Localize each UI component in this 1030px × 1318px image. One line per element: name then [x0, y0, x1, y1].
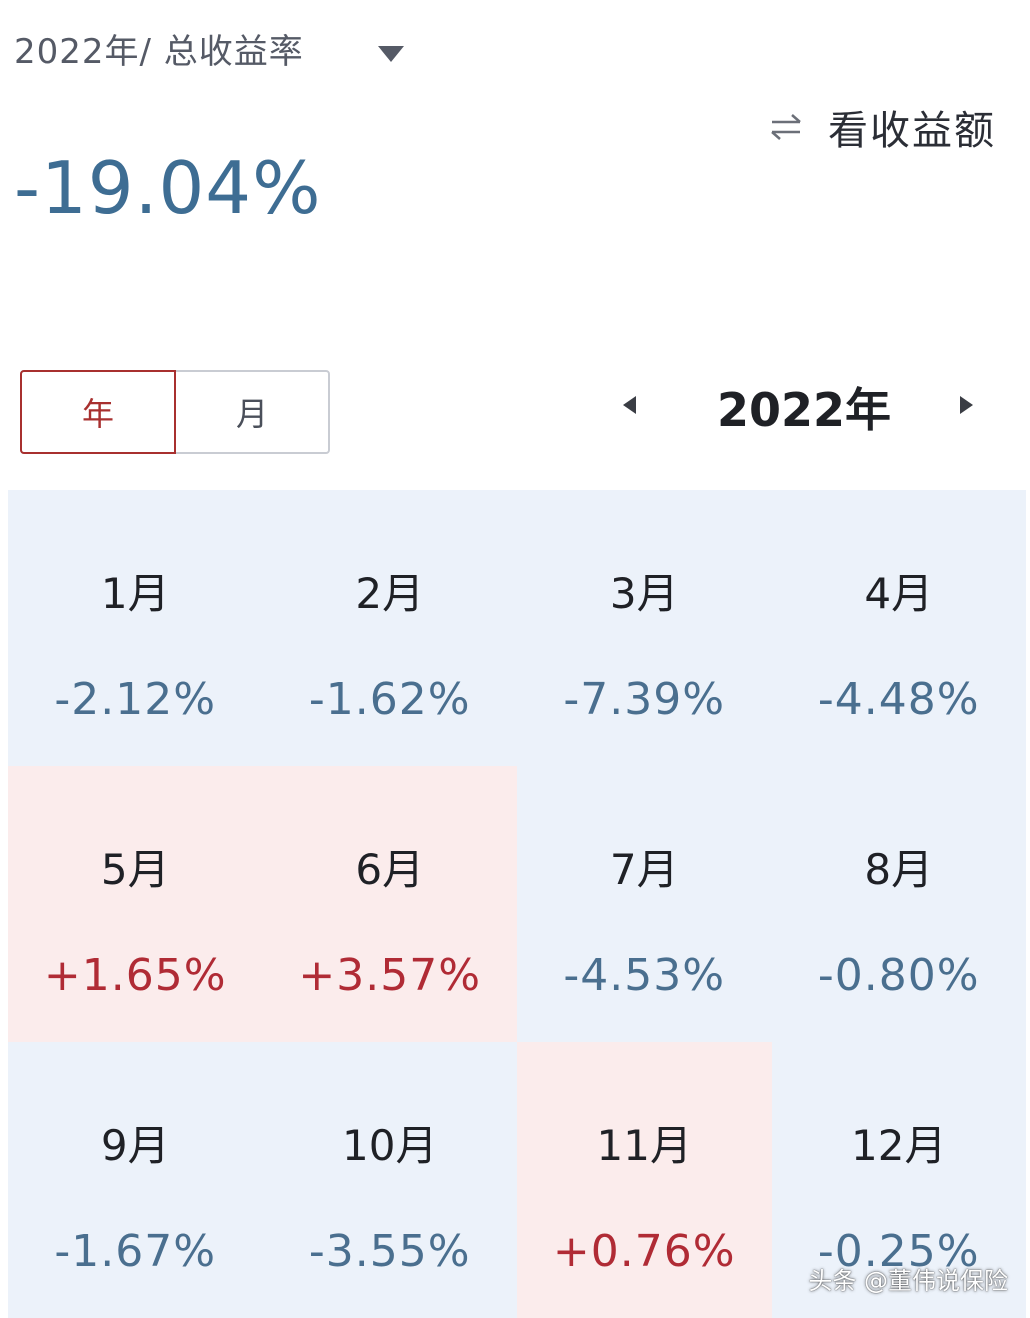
- month-label: 7月: [609, 845, 679, 894]
- swap-arrows-icon: [771, 114, 801, 140]
- month-return-value: -1.62%: [308, 674, 471, 725]
- month-return-value: -3.55%: [308, 1226, 471, 1277]
- month-return-value: -0.80%: [817, 950, 980, 1001]
- month-return-value: -4.48%: [817, 674, 980, 725]
- month-label: 3月: [609, 569, 679, 618]
- month-label: 1月: [100, 569, 170, 618]
- total-return-value: -19.04%: [14, 146, 322, 230]
- caret-down-icon[interactable]: [378, 46, 404, 62]
- month-return-value: +0.76%: [552, 1226, 736, 1277]
- month-cell[interactable]: 2月 -1.62%: [262, 490, 517, 766]
- year-label: 2022年: [716, 383, 892, 437]
- month-label: 11月: [596, 1121, 692, 1170]
- month-cell[interactable]: 8月 -0.80%: [771, 766, 1026, 1042]
- monthly-returns-grid: 1月 -2.12% 2月 -1.62% 3月 -7.39% 4月 -4.48% 5月 +1.65%…: [8, 490, 1026, 1318]
- month-label: 10月: [342, 1121, 438, 1170]
- metric-selector[interactable]: 2022年/ 总收益率: [14, 24, 304, 73]
- page-title: 2022年/ 总收益率: [14, 32, 304, 72]
- toggle-amount-label: 看收益额: [828, 108, 996, 154]
- month-cell[interactable]: 3月 -7.39%: [517, 490, 772, 766]
- month-cell[interactable]: 11月 +0.76%: [517, 1042, 772, 1318]
- month-return-value: +1.65%: [43, 950, 227, 1001]
- month-label: 4月: [864, 569, 934, 618]
- tab-month[interactable]: 月: [235, 395, 268, 433]
- month-label: 12月: [851, 1121, 947, 1170]
- tab-year[interactable]: 年: [20, 370, 176, 454]
- month-return-value: -2.12%: [54, 674, 217, 725]
- period-segment-control: 年 月: [20, 370, 330, 454]
- toggle-amount-button[interactable]: 看收益额: [768, 98, 996, 156]
- month-cell[interactable]: 1月 -2.12%: [8, 490, 263, 766]
- month-label: 8月: [864, 845, 934, 894]
- month-cell[interactable]: 12月 -0.25%: [771, 1042, 1026, 1318]
- month-cell[interactable]: 9月 -1.67%: [8, 1042, 263, 1318]
- triangle-right-icon[interactable]: [960, 396, 973, 414]
- triangle-left-icon[interactable]: [623, 396, 636, 414]
- month-label: 2月: [355, 569, 425, 618]
- month-cell[interactable]: 10月 -3.55%: [262, 1042, 517, 1318]
- month-cell[interactable]: 7月 -4.53%: [517, 766, 772, 1042]
- month-label: 9月: [100, 1121, 170, 1170]
- month-cell[interactable]: 4月 -4.48%: [771, 490, 1026, 766]
- month-cell[interactable]: 5月 +1.65%: [8, 766, 263, 1042]
- month-return-value: +3.57%: [298, 950, 482, 1001]
- watermark: 头条 @董伟说保险: [808, 1267, 1008, 1295]
- month-label: 6月: [355, 845, 425, 894]
- month-return-value: -4.53%: [563, 950, 726, 1001]
- month-return-value: -0.25%: [817, 1226, 980, 1277]
- month-cell[interactable]: 6月 +3.57%: [262, 766, 517, 1042]
- month-return-value: -7.39%: [563, 674, 726, 725]
- month-label: 5月: [100, 845, 170, 894]
- month-return-value: -1.67%: [54, 1226, 217, 1277]
